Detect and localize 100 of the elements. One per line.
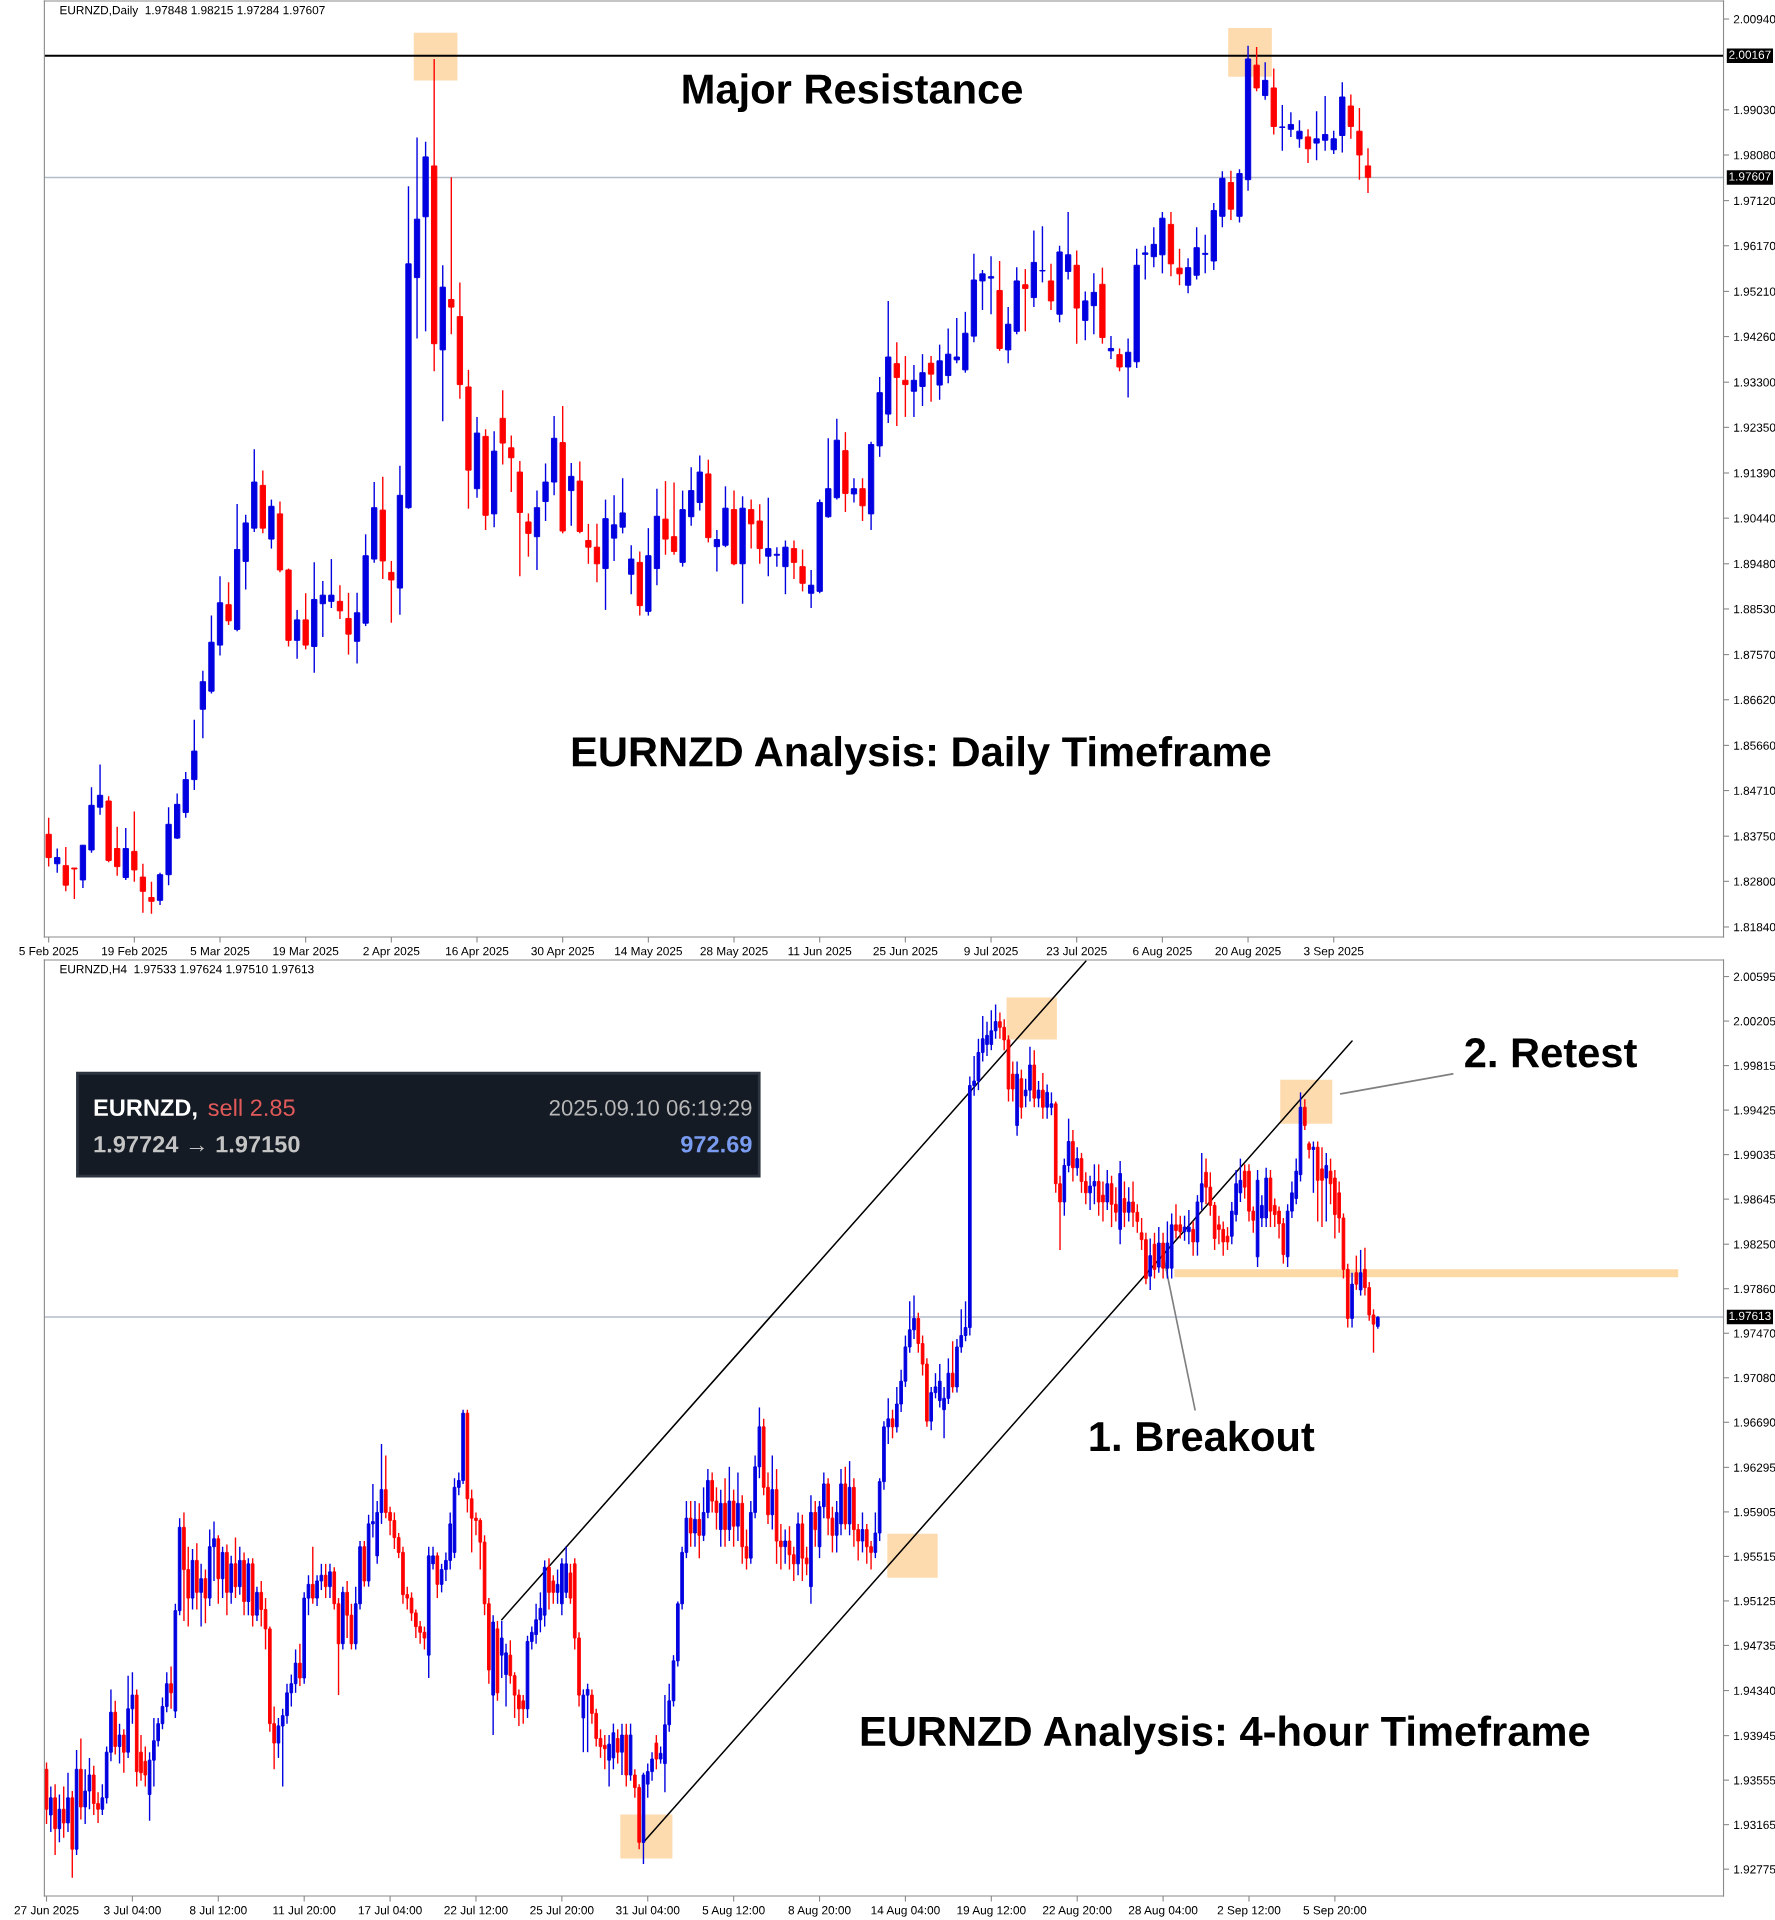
x-tick-label: 3 Sep 2025 <box>1303 946 1364 958</box>
x-tick-label: 5 Mar 2025 <box>190 946 250 956</box>
candlestick <box>285 1682 289 1725</box>
annotation: 2025.09.10 06:19:29 <box>549 1099 752 1116</box>
candlestick <box>1307 1140 1311 1160</box>
candlestick <box>114 825 121 877</box>
candlestick <box>96 763 104 816</box>
candlestick <box>773 546 781 568</box>
y-tick-label: 1.93300 <box>1734 378 1775 387</box>
x-tick-label: 14 May 2025 <box>615 946 682 958</box>
y-tick-label: 1.93945 <box>1734 1731 1775 1741</box>
candlestick <box>49 1785 53 1833</box>
x-tick-label: 8 Jul 12:00 <box>189 1905 247 1915</box>
candlestick <box>508 434 515 493</box>
x-tick-label: 30 Apr 2025 <box>531 946 595 958</box>
candlestick <box>1176 247 1183 286</box>
candlestick <box>979 269 986 311</box>
candlestick <box>1364 147 1372 194</box>
candlestick <box>448 176 455 335</box>
annotation: 972.69 <box>681 1135 752 1153</box>
y-tick-label: 2.00595 <box>1733 972 1775 981</box>
y-tick-label: 1.94735 <box>1734 1641 1775 1650</box>
candlestick <box>1148 1237 1153 1291</box>
candlestick <box>1225 1226 1230 1251</box>
y-tick-label: 1.92350 <box>1734 423 1775 432</box>
x-tick-label: 28 May 2025 <box>700 946 768 958</box>
y-tick-label: 1.98080 <box>1734 151 1775 160</box>
candlestick <box>388 560 395 624</box>
candlestick <box>787 1525 792 1571</box>
y-tick-label: 1.83750 <box>1734 832 1775 841</box>
candlestick <box>950 1340 955 1394</box>
candlestick <box>422 1625 427 1651</box>
candlestick <box>315 1574 319 1607</box>
candlestick <box>255 1585 259 1622</box>
candlestick <box>1221 1220 1226 1257</box>
y-tick-label: 1.97470 <box>1734 1329 1775 1338</box>
y-tick-label: 2.00940 <box>1733 15 1775 24</box>
candlestick <box>1101 1180 1105 1223</box>
candlestick <box>336 584 344 620</box>
candlestick <box>71 867 78 900</box>
candlestick <box>736 1471 740 1542</box>
candlestick <box>654 1734 659 1770</box>
y-tick-label: 1.98645 <box>1734 1195 1775 1204</box>
candlestick <box>1187 1209 1191 1245</box>
candlestick <box>1039 225 1046 284</box>
candlestick <box>1036 1080 1041 1108</box>
y-tick-label: 1.95515 <box>1734 1552 1775 1561</box>
candlestick <box>790 539 798 580</box>
candlestick <box>890 1409 895 1439</box>
candlestick <box>1347 93 1354 140</box>
candlestick <box>1174 1203 1178 1240</box>
x-tick-label: 5 Aug 12:00 <box>702 1906 765 1917</box>
candlestick <box>148 881 155 915</box>
candlestick <box>259 1580 264 1628</box>
candlestick <box>1358 1249 1363 1297</box>
candlestick <box>581 1688 586 1753</box>
candlestick <box>392 1511 397 1550</box>
candlestick <box>1356 107 1363 181</box>
candlestick <box>139 863 147 914</box>
candlestick <box>1107 335 1115 360</box>
chart-title: EURNZD,H4 1.97533 1.97624 1.97510 1.97613 <box>60 964 314 975</box>
candlestick <box>1088 1175 1092 1211</box>
y-tick-label: 1.90440 <box>1734 514 1775 523</box>
candlestick <box>585 1682 590 1753</box>
annotation: EURNZD Analysis: 4-hour Timeframe <box>861 1715 1590 1755</box>
candlestick <box>1320 1146 1324 1228</box>
candlestick <box>131 810 138 883</box>
candlestick <box>83 1768 87 1825</box>
annotation: EURNZD Analysis: Daily Timeframe <box>572 735 1271 775</box>
x-tick-label: 11 Jun 2025 <box>788 946 852 956</box>
candlestick <box>662 480 669 556</box>
x-tick-label: 25 Jun 2025 <box>873 946 938 956</box>
y-tick-label: 1.99425 <box>1734 1106 1775 1115</box>
annotation: sell 2.85 <box>208 1098 295 1117</box>
candlestick <box>1287 111 1295 138</box>
candlestick <box>859 477 866 522</box>
candlestick <box>1302 1098 1307 1131</box>
y-tick-label: 1.93555 <box>1734 1776 1775 1785</box>
candlestick <box>328 558 335 609</box>
y-tick-label: 1.84710 <box>1734 786 1775 795</box>
candlestick <box>1142 245 1149 281</box>
ref-line-label: 1.97607 <box>1729 172 1771 181</box>
candlestick <box>860 1511 865 1554</box>
candlestick <box>1313 110 1320 161</box>
candlestick <box>1041 1072 1045 1120</box>
candlestick <box>1324 1152 1329 1223</box>
candlestick <box>688 1500 693 1548</box>
candlestick <box>521 1694 526 1725</box>
y-tick-label: 1.93165 <box>1734 1820 1775 1830</box>
candlestick <box>1116 347 1123 372</box>
annotation: 1.97724 → 1.97150 <box>94 1135 300 1153</box>
candlestick <box>534 1603 538 1645</box>
candlestick <box>57 1793 62 1844</box>
x-tick-label: 31 Jul 04:00 <box>616 1905 680 1915</box>
candlestick <box>783 1528 787 1565</box>
candlestick <box>1124 337 1132 399</box>
x-tick-label: 8 Aug 20:00 <box>788 1906 851 1917</box>
x-tick-label: 14 Aug 04:00 <box>871 1906 940 1917</box>
candlestick <box>607 1734 611 1788</box>
x-tick-label: 19 Feb 2025 <box>102 946 167 956</box>
